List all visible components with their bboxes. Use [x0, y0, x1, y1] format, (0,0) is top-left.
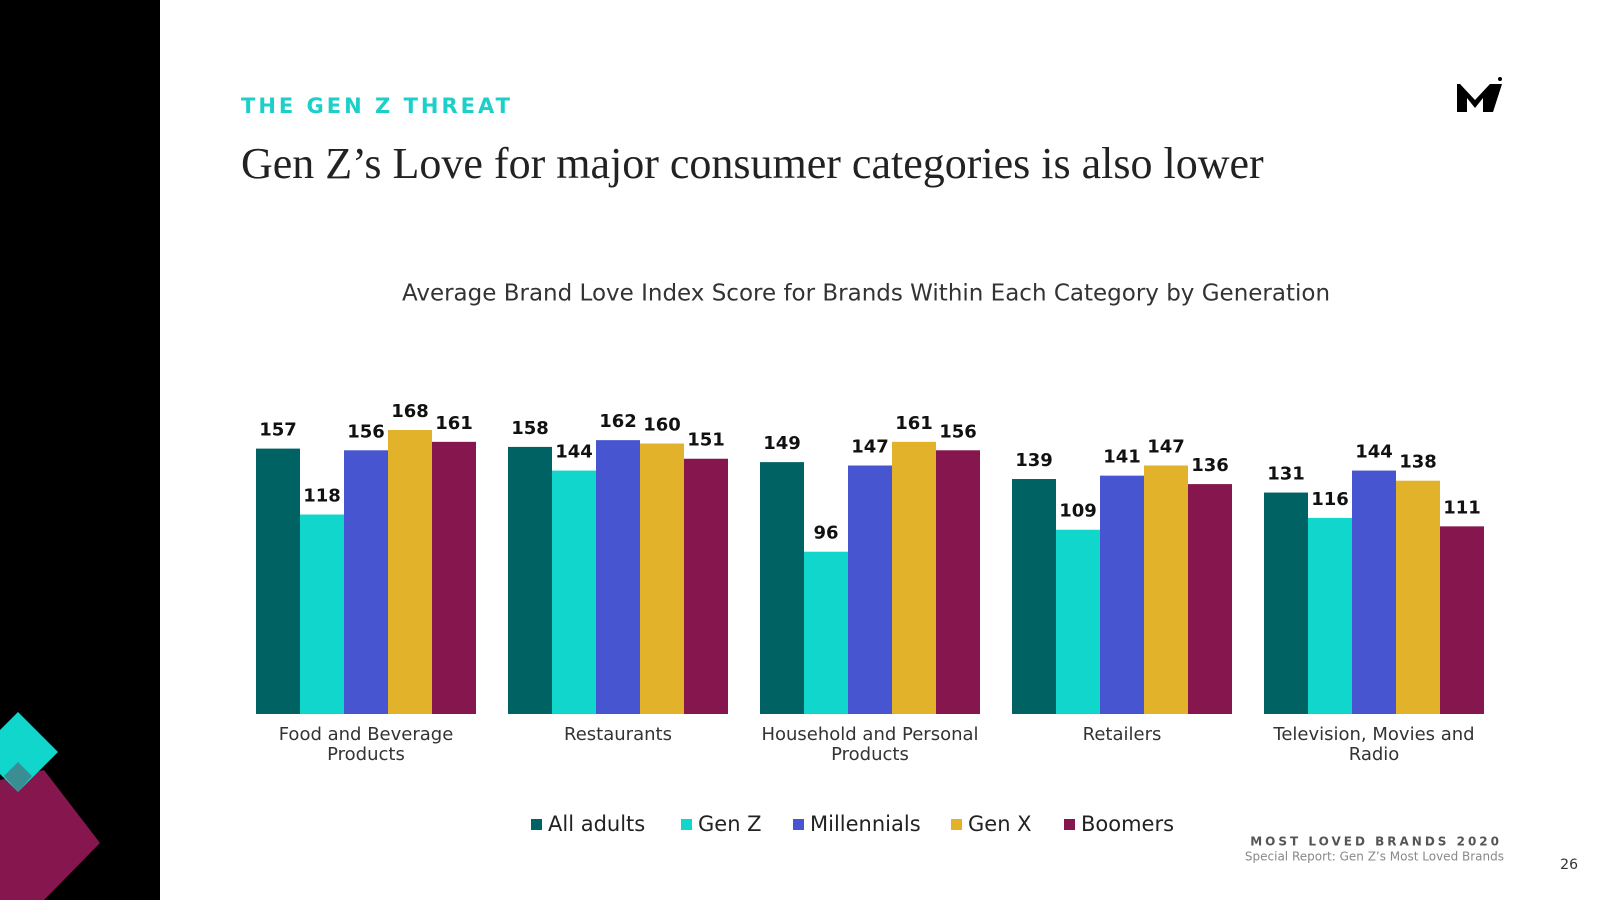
bar — [596, 440, 640, 714]
purple-diamond — [0, 770, 100, 900]
data-label: 131 — [1267, 464, 1305, 485]
data-label: 158 — [511, 418, 549, 439]
data-label: 156 — [347, 421, 385, 442]
bar — [300, 514, 344, 714]
data-label: 141 — [1103, 447, 1141, 468]
data-label: 118 — [303, 486, 341, 507]
data-label: 149 — [763, 433, 801, 454]
bar — [344, 450, 388, 714]
data-label: 136 — [1191, 455, 1229, 476]
category-label: Restaurants — [564, 724, 672, 745]
data-label: 144 — [1355, 442, 1393, 463]
footer-report: Special Report: Gen Z’s Most Loved Brand… — [1245, 850, 1504, 864]
data-label: 109 — [1059, 501, 1097, 522]
data-label: 96 — [813, 523, 838, 544]
category-label: Food and Beverage Products — [278, 724, 454, 765]
data-label: 161 — [895, 413, 933, 434]
bar — [432, 441, 476, 714]
bar — [1440, 526, 1484, 714]
data-label: 111 — [1443, 497, 1481, 518]
data-label: 147 — [1147, 437, 1185, 458]
bar — [1396, 480, 1440, 714]
logo — [1457, 84, 1502, 112]
bar — [256, 448, 300, 714]
bar — [848, 465, 892, 714]
legend-label: Gen X — [968, 812, 1032, 836]
data-label: 160 — [643, 415, 681, 436]
bar — [892, 441, 936, 714]
category-label: Television, Movies and Radio — [1273, 724, 1475, 765]
bar — [388, 430, 432, 714]
legend-label: Gen Z — [698, 812, 762, 836]
data-label: 116 — [1311, 489, 1349, 510]
bar — [1308, 517, 1352, 714]
logo-mark — [1498, 77, 1502, 81]
legend-label: All adults — [548, 812, 645, 836]
bar — [1352, 470, 1396, 714]
bar — [1100, 475, 1144, 714]
data-label: 139 — [1015, 450, 1053, 471]
bar — [804, 551, 848, 714]
legend-label: Boomers — [1081, 812, 1174, 836]
data-label: 138 — [1399, 452, 1437, 473]
footer-brand: MOST LOVED BRANDS 2020 — [1250, 835, 1502, 849]
eyebrow: THE GEN Z THREAT — [241, 94, 513, 118]
bar — [1264, 492, 1308, 714]
legend-swatch — [793, 819, 804, 830]
category-label: Household and Personal Products — [761, 724, 979, 765]
chart-title: Average Brand Love Index Score for Brand… — [402, 281, 1330, 307]
legend-swatch — [951, 819, 962, 830]
data-label: 157 — [259, 420, 297, 441]
data-label: 151 — [687, 430, 725, 451]
bar — [1188, 484, 1232, 714]
bar — [1144, 465, 1188, 714]
legend-swatch — [681, 819, 692, 830]
data-label: 144 — [555, 442, 593, 463]
data-label: 168 — [391, 401, 429, 422]
data-label: 162 — [599, 411, 637, 432]
legend-label: Millennials — [810, 812, 921, 836]
bar — [640, 443, 684, 714]
headline: Gen Z’s Love for major consumer categori… — [241, 139, 1264, 188]
bar — [552, 470, 596, 714]
bar — [936, 450, 980, 714]
bar — [1012, 479, 1056, 714]
data-label: 161 — [435, 413, 473, 434]
bar — [1056, 529, 1100, 714]
category-label: Retailers — [1082, 724, 1162, 745]
overlap-diamond — [4, 762, 32, 792]
data-label: 156 — [939, 421, 977, 442]
legend-swatch — [531, 819, 542, 830]
legend-swatch — [1064, 819, 1075, 830]
page-number: 26 — [1560, 857, 1578, 873]
bar — [684, 458, 728, 714]
data-label: 147 — [851, 437, 889, 458]
bar — [760, 462, 804, 714]
bar — [508, 446, 552, 714]
